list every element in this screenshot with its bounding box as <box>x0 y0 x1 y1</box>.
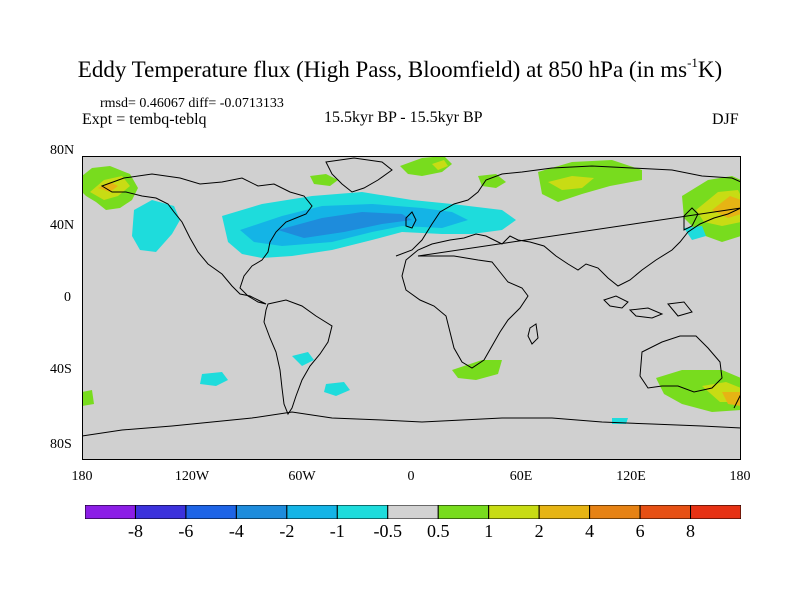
contour-greenland-yellow <box>432 160 448 170</box>
lat-label-40s: 40S <box>50 362 72 377</box>
colorbar-swatch <box>134 505 187 519</box>
contour-sh-cyan2 <box>324 382 350 396</box>
colorbar-label: -6 <box>178 521 194 541</box>
period-label: 15.5kyr BP - 15.5kyr BP <box>324 109 483 126</box>
coast-uk <box>405 211 417 229</box>
colorbar-label: 0.5 <box>426 521 450 541</box>
colorbar-swatch <box>437 505 490 519</box>
world-map <box>82 156 741 460</box>
lat-label-40n: 40N <box>50 218 75 233</box>
colorbar-label: 6 <box>635 521 645 541</box>
coast-eurasia-africa <box>395 165 741 369</box>
colorbar-label: -4 <box>228 521 244 541</box>
lon-label-180w: 180 <box>71 469 93 484</box>
coast-north-america <box>100 173 313 305</box>
colorbar-swatch <box>690 505 741 519</box>
colorbar-swatch <box>488 505 540 519</box>
coast-greenland <box>325 157 393 193</box>
contour-sh-green-atl <box>452 360 502 380</box>
contour-siberia-yellow <box>548 176 594 190</box>
coastlines <box>82 157 741 437</box>
coast-japan <box>683 207 699 231</box>
coast-south-america <box>263 299 333 416</box>
lon-label-60e: 60E <box>509 469 533 484</box>
contour-sh-cyan1 <box>200 372 228 386</box>
colorbar-label: 8 <box>686 521 696 541</box>
colorbar-swatch <box>286 505 338 519</box>
contour-scand-green <box>478 174 506 188</box>
colorbar-swatch <box>235 505 288 519</box>
contour-npac-cyan <box>132 200 180 252</box>
stats-text: rmsd= 0.46067 diff= -0.0713133 <box>100 96 284 111</box>
contour-wpac-cyan <box>684 226 706 240</box>
colorbar-label: -1 <box>329 521 345 541</box>
title-end: K) <box>697 57 723 82</box>
contour-canada-green <box>310 174 338 186</box>
contour-greenland-green <box>400 156 452 176</box>
colorbar-swatch <box>589 505 641 519</box>
colorbar-label: -2 <box>279 521 295 541</box>
colorbar-label: 1 <box>484 521 494 541</box>
plot-title: Eddy Temperature flux (High Pass, Bloomf… <box>0 56 800 84</box>
lon-label-120w: 120W <box>174 469 210 484</box>
season-label: DJF <box>712 111 739 128</box>
flux-contours <box>82 156 741 424</box>
lon-label-180e: 180 <box>729 469 751 484</box>
lat-label-80n: 80N <box>50 143 75 158</box>
colorbar-label: 2 <box>534 521 544 541</box>
contour-natl-blue2 <box>278 212 412 238</box>
colorbar-label: -0.5 <box>373 521 403 541</box>
contour-wpac-orange <box>712 196 741 218</box>
experiment-label: Expt = tembq-teblq <box>82 111 207 128</box>
colorbar-swatch <box>538 505 591 519</box>
colorbar-label: -8 <box>127 521 143 541</box>
colorbar <box>85 505 741 519</box>
colorbar-swatch <box>185 505 237 519</box>
title-main: Eddy Temperature flux (High Pass, Bloomf… <box>77 57 688 82</box>
lon-label-120e: 120E <box>616 469 646 484</box>
colorbar-swatch <box>639 505 692 519</box>
lon-label-60w: 60W <box>288 469 316 484</box>
lat-label-80s: 80S <box>50 437 72 452</box>
lon-label-0: 0 <box>407 469 415 484</box>
contour-sh-cyan3 <box>292 352 314 366</box>
title-superscript: -1 <box>687 55 698 70</box>
coast-madagascar <box>527 323 539 345</box>
colorbar-swatch <box>336 505 389 519</box>
coast-antarctica <box>82 411 741 437</box>
lat-label-0: 0 <box>64 290 71 305</box>
coast-indonesia <box>603 295 693 319</box>
colorbar-swatch <box>387 505 439 519</box>
colorbar-swatch <box>85 505 136 519</box>
map-frame <box>82 156 741 460</box>
coast-australia <box>639 335 723 393</box>
contour-sh-green-west <box>82 390 94 406</box>
contour-npac-west-orange <box>98 182 118 192</box>
colorbar-label: 4 <box>585 521 595 541</box>
